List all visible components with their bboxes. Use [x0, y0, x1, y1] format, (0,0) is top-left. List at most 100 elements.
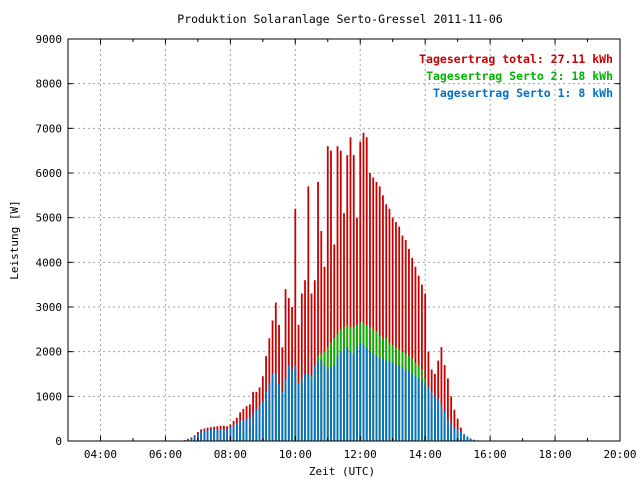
- bar-serto1: [274, 374, 277, 441]
- bar-serto1: [382, 358, 384, 441]
- x-tick-label: 14:00: [409, 448, 442, 461]
- bar-total: [401, 235, 404, 441]
- bar-serto1: [317, 360, 319, 441]
- bar-serto1: [291, 369, 293, 441]
- bar-serto1: [226, 429, 228, 441]
- bar-serto1: [242, 419, 245, 441]
- bar-total: [398, 226, 401, 441]
- bar-serto1: [434, 396, 436, 441]
- bar-serto1: [447, 418, 449, 441]
- bar-serto1: [411, 374, 414, 441]
- bar-total: [372, 177, 375, 441]
- bar-serto1: [443, 411, 446, 441]
- bar-serto1: [385, 360, 388, 441]
- bar-total: [300, 293, 303, 441]
- bar-total: [375, 181, 378, 441]
- x-tick-labels: 04:00 06:00 08:00 10:00 12:00 14:00 16:00 18:00…: [84, 448, 637, 461]
- bar-serto1: [252, 414, 254, 441]
- bar-serto1: [271, 374, 274, 441]
- bar-total: [365, 137, 368, 441]
- bar-total: [421, 284, 423, 441]
- bar-total: [447, 378, 449, 441]
- bar-serto1: [463, 434, 466, 441]
- bar-serto1: [469, 438, 472, 441]
- bar-serto1: [265, 391, 267, 441]
- y-tick-label: 0: [55, 435, 62, 448]
- bar-serto1: [255, 409, 258, 441]
- bar-total: [317, 181, 319, 441]
- bar-serto1: [372, 353, 375, 441]
- bar-serto1: [369, 351, 371, 441]
- bar-serto1: [343, 349, 345, 441]
- bar-total: [369, 173, 371, 441]
- bar-total: [320, 231, 323, 441]
- bar-total: [450, 396, 453, 441]
- bar-total: [336, 146, 339, 441]
- y-tick-label: 3000: [36, 301, 63, 314]
- chart-title: Produktion Solaranlage Serto-Gressel 201…: [177, 12, 502, 26]
- bar-serto1: [404, 369, 407, 441]
- bar-serto1: [209, 429, 212, 441]
- bar-serto1: [326, 369, 329, 441]
- bar-serto1: [330, 367, 332, 441]
- bar-serto1: [401, 367, 404, 441]
- y-tick-label: 4000: [36, 256, 63, 269]
- x-tick-label: 12:00: [344, 448, 377, 461]
- bar-serto1: [219, 429, 222, 441]
- bar-serto1: [187, 439, 190, 441]
- bar-serto1: [356, 347, 358, 441]
- bar-total: [404, 240, 407, 441]
- bar-serto1: [222, 428, 225, 441]
- bar-serto1: [408, 371, 410, 441]
- bar-serto1: [258, 405, 261, 441]
- bar-total: [378, 186, 381, 441]
- bar-serto1: [206, 430, 209, 441]
- bar-total: [411, 257, 414, 441]
- bar-serto1: [310, 378, 313, 441]
- bar-serto1: [333, 365, 336, 441]
- bar-serto1: [284, 378, 287, 441]
- bar-serto1: [200, 432, 203, 441]
- bar-serto1: [193, 436, 196, 441]
- bar-total: [339, 150, 342, 441]
- bar-serto1: [359, 342, 362, 441]
- bar-total: [274, 302, 277, 441]
- x-tick-label: 16:00: [474, 448, 507, 461]
- bar-serto1: [375, 356, 378, 441]
- bar-serto1: [278, 382, 280, 441]
- bar-serto1: [349, 351, 352, 441]
- bar-total: [284, 289, 287, 441]
- y-axis-label: Leistung [W]: [8, 200, 21, 279]
- y-tick-label: 8000: [36, 78, 63, 91]
- bar-serto1: [346, 347, 349, 441]
- bar-serto1: [430, 391, 433, 441]
- bar-serto1: [245, 418, 248, 441]
- x-tick-label: 08:00: [214, 448, 247, 461]
- bar-total: [456, 418, 459, 441]
- bar-serto1: [417, 378, 420, 441]
- bar-total: [304, 280, 306, 441]
- bar-serto1: [229, 427, 232, 441]
- bar-total: [395, 222, 397, 441]
- bar-serto1: [414, 376, 417, 441]
- bar-total: [294, 208, 297, 441]
- plot-frame: [67, 38, 621, 442]
- bar-serto1: [450, 423, 453, 441]
- bar-total: [382, 195, 384, 441]
- bar-serto1: [232, 425, 235, 441]
- x-tick-label: 10:00: [279, 448, 312, 461]
- y-tick-label: 7000: [36, 122, 63, 135]
- bar-serto1: [213, 429, 216, 441]
- bar-serto1: [437, 398, 440, 441]
- x-tick-label: 06:00: [149, 448, 182, 461]
- bar-total: [417, 275, 420, 441]
- bar-serto1: [235, 423, 238, 441]
- legend-entry: Tagesertrag Serto 2: 18 kWh: [426, 69, 613, 83]
- bar-total: [359, 141, 362, 441]
- bar-serto1: [268, 382, 271, 441]
- bar-serto1: [261, 400, 264, 441]
- bar-serto1: [472, 439, 475, 441]
- bar-total: [440, 347, 443, 441]
